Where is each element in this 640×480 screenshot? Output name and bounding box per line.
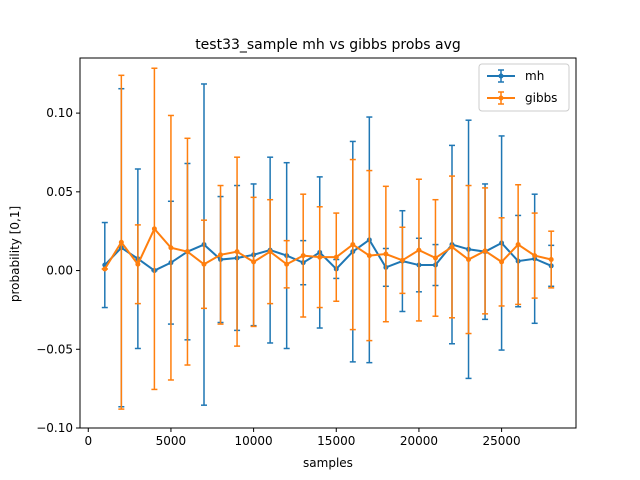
data-point: [135, 261, 141, 267]
legend-marker: [498, 95, 504, 101]
data-point: [515, 242, 521, 248]
data-point: [532, 253, 538, 259]
data-point: [151, 226, 157, 232]
series-line: [103, 227, 552, 270]
x-tick-label: 20000: [400, 434, 438, 448]
y-tick-label: −0.10: [36, 421, 73, 435]
data-point: [333, 254, 339, 260]
data-point: [350, 242, 356, 248]
plot-area: [101, 67, 555, 410]
data-point: [234, 249, 240, 255]
axes: 0 5000 10000 15000 20000 25000 −0.10 −0.05 0.00 0…: [36, 57, 577, 448]
data-point: [482, 248, 488, 254]
x-tick-label: 0: [84, 434, 92, 448]
data-point: [399, 257, 405, 263]
chart-title: test33_sample mh vs gibbs probs avg: [195, 37, 461, 53]
data-point: [102, 266, 108, 272]
data-point: [449, 244, 455, 250]
data-point: [499, 259, 505, 265]
data-point: [118, 239, 124, 245]
x-tick-label: 25000: [483, 434, 521, 448]
axes-frame: [79, 57, 577, 429]
legend-marker: [498, 73, 504, 79]
data-point: [432, 255, 438, 261]
x-axis-label: samples: [303, 456, 353, 470]
y-tick-label: 0.10: [46, 106, 73, 120]
legend: mh gibbs: [478, 63, 570, 112]
data-point: [168, 245, 174, 251]
data-point: [366, 253, 372, 259]
x-tick-label: 10000: [235, 434, 273, 448]
data-point: [218, 252, 224, 258]
data-point: [317, 254, 323, 260]
data-point: [267, 249, 273, 255]
y-axis-label: probability [0,1]: [8, 206, 22, 302]
x-tick-label: 5000: [156, 434, 187, 448]
data-point: [201, 261, 207, 267]
legend-label-mh: mh: [525, 69, 544, 83]
data-point: [466, 257, 472, 263]
data-point: [548, 257, 554, 263]
series-gibbs: [101, 67, 555, 410]
data-point: [416, 247, 422, 253]
series-line: [104, 238, 552, 272]
data-point: [251, 259, 257, 265]
y-tick-label: −0.05: [36, 342, 73, 356]
data-point: [184, 249, 190, 255]
data-point: [383, 251, 389, 257]
data-point: [284, 261, 290, 267]
data-point: [300, 253, 306, 259]
y-tick-label: 0.05: [46, 185, 73, 199]
y-tick-label: 0.00: [46, 264, 73, 278]
x-tick-label: 15000: [317, 434, 355, 448]
legend-label-gibbs: gibbs: [525, 91, 557, 105]
